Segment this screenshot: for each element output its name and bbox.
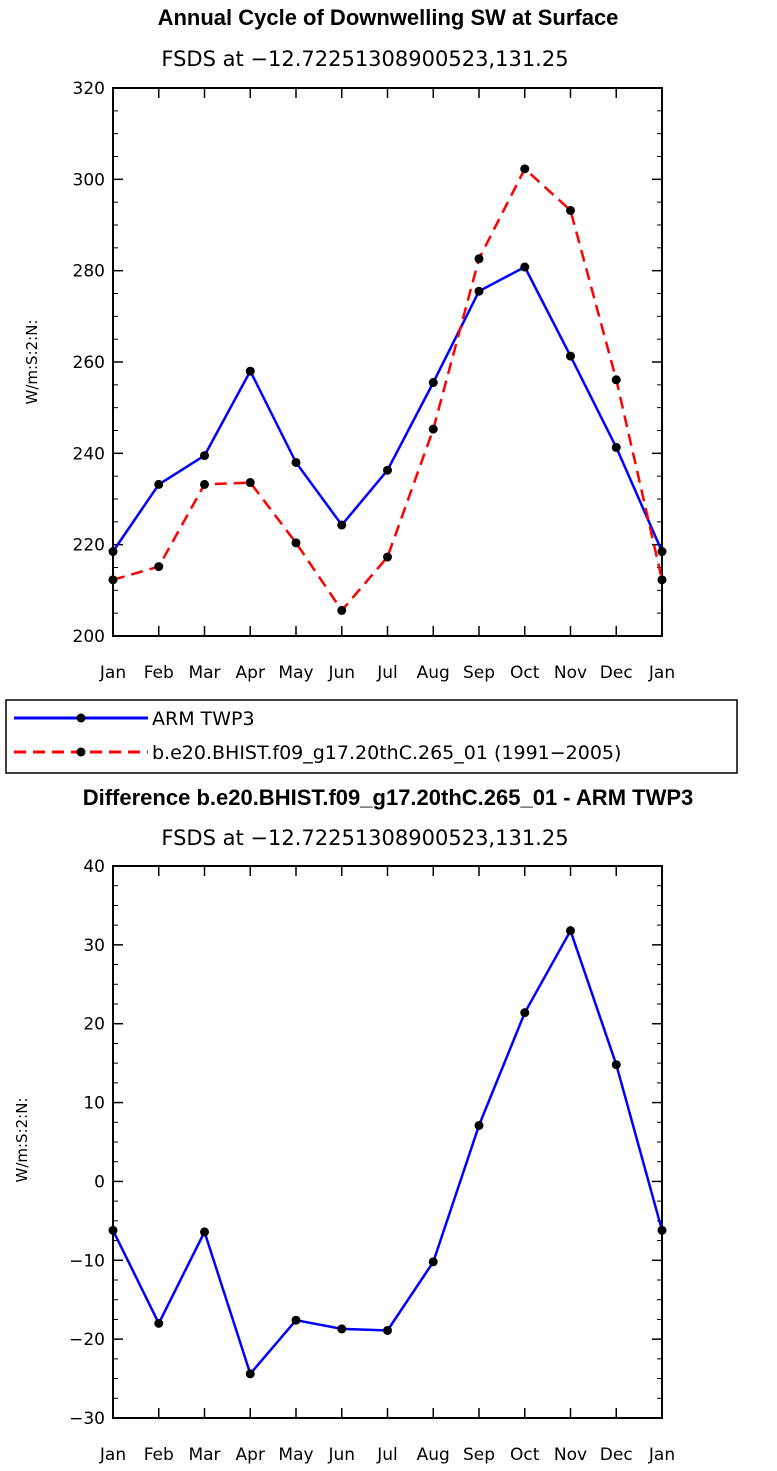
x-tick-label: Mar bbox=[188, 663, 220, 683]
data-point bbox=[520, 164, 530, 174]
x-tick-label: Jan bbox=[648, 1445, 675, 1465]
plot-frame bbox=[112, 865, 663, 1419]
y-tick-label: 30 bbox=[83, 936, 105, 956]
chart1-legend: ARM TWP3 b.e20.BHIST.f09_g17.20thC.265_0… bbox=[5, 699, 738, 774]
x-tick-label: Feb bbox=[144, 1445, 174, 1465]
data-point bbox=[428, 424, 438, 434]
y-tick-label: 300 bbox=[73, 170, 105, 190]
data-point bbox=[566, 205, 575, 215]
x-tick-label: May bbox=[278, 663, 313, 683]
data-point bbox=[245, 478, 255, 488]
x-tick-label: Jun bbox=[327, 1445, 355, 1465]
data-point bbox=[566, 351, 575, 361]
data-point bbox=[657, 1225, 667, 1235]
data-point bbox=[337, 605, 347, 615]
chart1-y-axis-label: W/m:S:2:N: bbox=[23, 320, 41, 405]
x-tick-label: Jul bbox=[376, 663, 398, 683]
x-tick-label: Oct bbox=[510, 1445, 540, 1465]
x-tick-label: Jan bbox=[648, 663, 675, 683]
data-point bbox=[611, 1060, 621, 1070]
data-point bbox=[200, 1227, 209, 1237]
chart2-title: Difference b.e20.BHIST.f09_g17.20thC.265… bbox=[83, 785, 694, 810]
data-point bbox=[383, 465, 392, 475]
data-point bbox=[657, 575, 667, 585]
data-point bbox=[520, 262, 530, 272]
data-point bbox=[291, 538, 301, 548]
legend-label-arm-twp3: ARM TWP3 bbox=[152, 708, 255, 730]
data-point bbox=[245, 366, 255, 376]
data-point bbox=[566, 926, 575, 936]
x-tick-label: Dec bbox=[600, 663, 633, 683]
x-tick-label: Sep bbox=[463, 1445, 495, 1465]
x-tick-label: Jun bbox=[327, 663, 355, 683]
x-tick-label: Nov bbox=[554, 1445, 587, 1465]
data-point bbox=[337, 1324, 347, 1334]
chart2-subtitle: FSDS at −12.72251308900523,131.25 bbox=[161, 826, 568, 850]
x-tick-label: Dec bbox=[600, 1445, 633, 1465]
data-point bbox=[108, 1225, 118, 1235]
y-tick-label: 0 bbox=[94, 1172, 105, 1192]
x-tick-label: Jan bbox=[99, 1445, 126, 1465]
y-tick-label: −30 bbox=[69, 1409, 105, 1429]
x-tick-label: May bbox=[278, 1445, 313, 1465]
data-point bbox=[245, 1369, 255, 1379]
data-point bbox=[611, 375, 621, 385]
data-point bbox=[291, 1315, 301, 1325]
data-point bbox=[108, 547, 118, 557]
x-tick-label: Aug bbox=[417, 1445, 450, 1465]
data-point bbox=[200, 479, 209, 489]
y-tick-label: 200 bbox=[73, 627, 105, 647]
chart2-plot-area: −30 −20 −10 0 10 20 30 40 Jan Feb Mar Apr May Jun Jul A… bbox=[69, 857, 675, 1465]
data-point bbox=[154, 562, 164, 572]
legend-marker-arm-twp3 bbox=[76, 713, 86, 723]
chart1-title: Annual Cycle of Downwelling SW at Surfac… bbox=[158, 5, 619, 30]
x-tick-label: Jul bbox=[376, 1445, 398, 1465]
x-tick-label: Sep bbox=[463, 663, 495, 683]
y-tick-label: 320 bbox=[73, 79, 105, 99]
y-tick-label: 40 bbox=[83, 857, 105, 877]
data-point bbox=[383, 552, 392, 562]
data-point bbox=[200, 451, 209, 461]
x-tick-label: Oct bbox=[510, 663, 540, 683]
data-point bbox=[154, 479, 164, 489]
data-point bbox=[520, 1008, 530, 1018]
legend-label-model: b.e20.BHIST.f09_g17.20thC.265_01 (1991−2… bbox=[152, 742, 621, 764]
data-point bbox=[474, 286, 484, 296]
x-tick-label: Jan bbox=[99, 663, 126, 683]
x-tick-label: Mar bbox=[188, 1445, 220, 1465]
data-point bbox=[154, 1318, 164, 1328]
y-tick-label: 20 bbox=[83, 1015, 105, 1035]
data-point bbox=[337, 520, 347, 530]
y-tick-label: 220 bbox=[73, 536, 105, 556]
legend-box bbox=[5, 699, 738, 774]
data-point bbox=[428, 1257, 438, 1267]
legend-marker-model bbox=[76, 747, 86, 757]
chart1-plot-area: 200 220 240 260 280 300 320 Jan Feb Mar Apr May Jun J… bbox=[73, 79, 676, 683]
x-tick-label: Nov bbox=[554, 663, 587, 683]
y-tick-label: 260 bbox=[73, 353, 105, 373]
series-line-0 bbox=[111, 929, 664, 1376]
y-tick-label: 280 bbox=[73, 262, 105, 282]
y-tick-label: 240 bbox=[73, 444, 105, 464]
y-tick-label: −10 bbox=[69, 1251, 105, 1271]
data-point bbox=[474, 1120, 484, 1130]
x-tick-label: Apr bbox=[236, 1445, 265, 1465]
data-point bbox=[383, 1325, 392, 1335]
data-point bbox=[428, 378, 438, 388]
x-tick-label: Feb bbox=[144, 663, 174, 683]
series-line-0 bbox=[111, 265, 664, 553]
series-line-1 bbox=[112, 167, 664, 612]
data-point bbox=[108, 575, 118, 585]
y-tick-label: −20 bbox=[69, 1330, 105, 1350]
chart2-y-axis-label: W/m:S:2:N: bbox=[13, 1098, 31, 1183]
x-tick-label: Apr bbox=[236, 663, 265, 683]
x-tick-label: Aug bbox=[417, 663, 450, 683]
data-point bbox=[291, 457, 301, 467]
data-point bbox=[611, 442, 621, 452]
data-point bbox=[474, 254, 484, 264]
chart1-subtitle: FSDS at −12.72251308900523,131.25 bbox=[161, 47, 568, 71]
y-tick-label: 10 bbox=[83, 1094, 105, 1114]
data-point bbox=[657, 547, 667, 557]
